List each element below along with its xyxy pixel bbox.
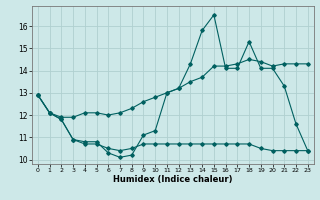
- X-axis label: Humidex (Indice chaleur): Humidex (Indice chaleur): [113, 175, 233, 184]
